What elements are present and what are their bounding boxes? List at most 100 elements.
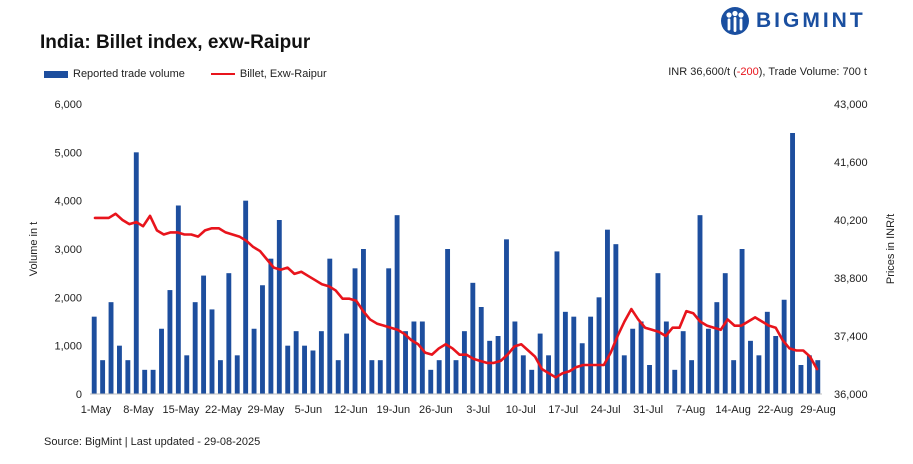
volume-bar [613, 244, 619, 394]
volume-bar [705, 328, 711, 394]
volume-bar [125, 360, 131, 394]
y-tick-label: 1,000 [54, 341, 82, 353]
volume-bar [764, 311, 770, 394]
volume-bar [781, 299, 787, 394]
brand-logo: BIGMINT [720, 6, 866, 36]
volume-bar [234, 355, 240, 394]
volume-bar [226, 273, 232, 394]
volume-bar [150, 369, 156, 394]
y2-tick-label: 41,600 [834, 157, 868, 169]
x-tick-label: 15-May [163, 404, 200, 416]
y-axis-right: 36,000 37,400 38,800 40,200 41,600 43,000 [834, 99, 868, 401]
volume-bar [394, 215, 400, 394]
chart-legend: Reported trade volume Billet, Exw-Raipur [44, 68, 327, 80]
legend-swatch-volume [44, 70, 68, 78]
volume-bar [335, 360, 341, 394]
volume-bar [133, 152, 139, 394]
volume-bar [529, 369, 535, 394]
x-tick-label: 7-Aug [676, 404, 705, 416]
summary-change: -200 [736, 66, 759, 78]
volume-bar [621, 355, 627, 394]
legend-label-price: Billet, Exw-Raipur [239, 68, 327, 80]
volume-bar [403, 331, 408, 394]
volume-bar [638, 321, 644, 394]
volume-bar [630, 328, 636, 394]
x-tick-label: 10-Jul [506, 404, 536, 416]
volume-bar [520, 355, 526, 394]
volume-bar [663, 321, 669, 394]
volume-bar [386, 268, 392, 394]
y2-tick-label: 43,000 [834, 99, 868, 111]
y-tick-label: 3,000 [54, 244, 82, 256]
volume-bar [419, 321, 425, 394]
volume-bar [605, 229, 610, 394]
volume-bar [175, 205, 181, 394]
volume-bar [655, 273, 661, 394]
volume-bar [806, 355, 812, 394]
y-tick-label: 6,000 [54, 99, 82, 111]
y-axis-title: Volume in t [28, 222, 40, 276]
volume-bar [100, 360, 106, 394]
legend-swatch-price [210, 73, 235, 75]
volume-bar [773, 336, 779, 394]
summary-prefix: INR 36,600/t ( [668, 66, 737, 78]
volume-bar [243, 200, 249, 394]
volume-bar [512, 321, 518, 394]
y2-tick-label: 36,000 [834, 389, 868, 401]
volume-bar [302, 345, 307, 394]
volume-bar [756, 355, 762, 394]
y2-tick-label: 37,400 [834, 331, 868, 343]
volume-bar [285, 345, 291, 394]
volume-bar [436, 360, 442, 394]
chart-title: India: Billet index, exw-Raipur [40, 32, 311, 53]
volume-bar [815, 360, 821, 394]
volume-bar [697, 215, 703, 394]
volume-bar [554, 251, 560, 394]
volume-bar [159, 328, 164, 394]
volume-bar [596, 297, 602, 394]
volume-bar [546, 355, 551, 394]
volume-bar [117, 345, 122, 394]
volume-bar [689, 360, 695, 394]
x-tick-label: 22-May [205, 404, 242, 416]
volume-bar [184, 355, 190, 394]
volume-bar [411, 321, 417, 394]
volume-bar [739, 249, 745, 394]
volume-bar [647, 365, 652, 394]
volume-bar [276, 220, 282, 394]
volume-bar [192, 302, 198, 394]
volume-bar [714, 302, 720, 394]
volume-bar [680, 331, 686, 394]
y-tick-label: 0 [76, 389, 82, 401]
volume-bar [445, 249, 451, 394]
x-tick-label: 26-Jun [419, 404, 453, 416]
volume-bar [487, 340, 493, 394]
volume-bar [217, 360, 223, 394]
x-tick-label: 14-Aug [715, 404, 750, 416]
volume-bar [428, 369, 434, 394]
bigmint-logo-icon [721, 7, 749, 35]
volume-bar [672, 369, 678, 394]
volume-bar [201, 275, 207, 394]
volume-bar [369, 360, 375, 394]
y2-axis-title: Prices in INR/t [885, 214, 897, 284]
volume-bar [579, 343, 585, 394]
x-tick-label: 31-Jul [633, 404, 663, 416]
volume-bar [571, 316, 577, 394]
volume-bars [91, 133, 821, 394]
summary-suffix: ), Trade Volume: 700 t [758, 66, 867, 78]
volume-bar [453, 360, 459, 394]
volume-bar [377, 360, 383, 394]
volume-bar [310, 350, 316, 394]
volume-bar [260, 285, 265, 394]
y-tick-label: 5,000 [54, 147, 82, 159]
y2-tick-label: 40,200 [834, 215, 868, 227]
price-line [93, 212, 819, 379]
legend-label-volume: Reported trade volume [73, 68, 185, 80]
x-tick-label: 19-Jun [376, 404, 410, 416]
volume-bar [748, 340, 753, 394]
x-tick-label: 29-Aug [800, 404, 835, 416]
volume-bar [251, 328, 257, 394]
volume-bar [352, 268, 358, 394]
